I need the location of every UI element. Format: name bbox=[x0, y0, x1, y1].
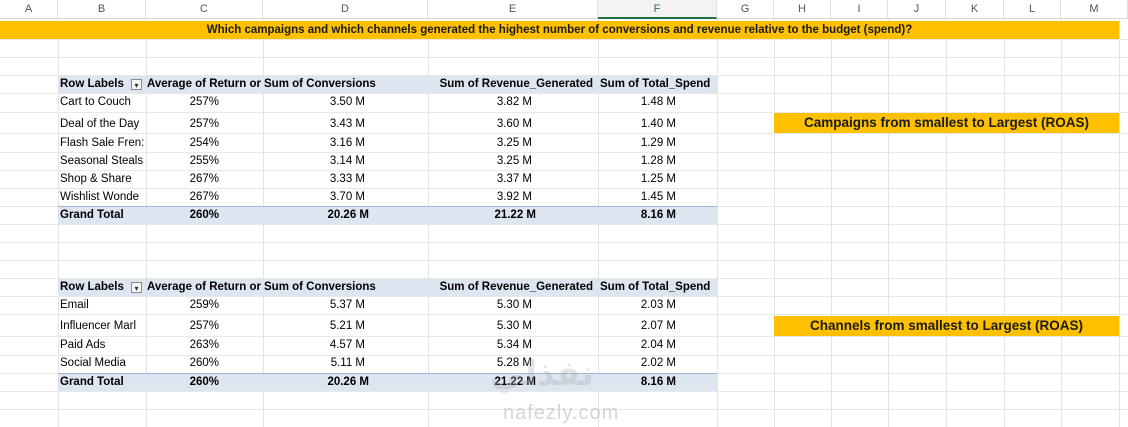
revenue-value[interactable]: 5.34 M bbox=[496, 339, 532, 351]
roas-value[interactable]: 267% bbox=[189, 191, 219, 203]
roas-value[interactable]: 257% bbox=[189, 118, 219, 130]
conversions-value[interactable]: 3.16 M bbox=[329, 137, 365, 149]
column-header-l[interactable]: L bbox=[1004, 0, 1061, 19]
grand-total-revenue[interactable]: 21.22 M bbox=[494, 209, 536, 221]
conversions-value[interactable]: 3.70 M bbox=[329, 191, 365, 203]
grand-total-conversions[interactable]: 20.26 M bbox=[327, 209, 369, 221]
conversions-value[interactable]: 3.14 M bbox=[329, 155, 365, 167]
column-header-c[interactable]: C bbox=[146, 0, 263, 19]
revenue-value[interactable]: 5.28 M bbox=[496, 357, 532, 369]
campaigns-callout[interactable]: Campaigns from smallest to Largest (ROAS… bbox=[774, 113, 1119, 133]
roas-value[interactable]: 257% bbox=[189, 96, 219, 108]
conversions-value[interactable]: 5.37 M bbox=[329, 299, 365, 311]
pivot1-header-spend[interactable]: Sum of Total_Spend bbox=[600, 78, 711, 90]
row-label[interactable]: Influencer Marl bbox=[60, 320, 137, 332]
revenue-value[interactable]: 3.60 M bbox=[496, 118, 532, 130]
channels-callout[interactable]: Channels from smallest to Largest (ROAS) bbox=[774, 316, 1119, 336]
row-label[interactable]: Wishlist Wonde bbox=[60, 191, 140, 203]
grand-total-roas[interactable]: 260% bbox=[189, 376, 219, 388]
column-header-k[interactable]: K bbox=[946, 0, 1004, 19]
spend-value[interactable]: 1.28 M bbox=[640, 155, 676, 167]
conversions-value[interactable]: 5.21 M bbox=[329, 320, 365, 332]
revenue-value[interactable]: 3.25 M bbox=[496, 137, 532, 149]
spend-value[interactable]: 1.25 M bbox=[640, 173, 676, 185]
conversions-value[interactable]: 4.57 M bbox=[329, 339, 365, 351]
watermark-logo: نفذلي bbox=[490, 355, 595, 393]
column-header-f[interactable]: F bbox=[598, 0, 717, 19]
column-header-e[interactable]: E bbox=[428, 0, 598, 19]
pivot2-row-labels-header[interactable]: Row Labels bbox=[60, 281, 124, 293]
roas-value[interactable]: 267% bbox=[189, 173, 219, 185]
spend-value[interactable]: 2.02 M bbox=[640, 357, 676, 369]
row-label[interactable]: Paid Ads bbox=[60, 339, 106, 351]
pivot1-header-conversions[interactable]: Sum of Conversions bbox=[264, 78, 376, 90]
conversions-value[interactable]: 3.43 M bbox=[329, 118, 365, 130]
grand-total-conversions[interactable]: 20.26 M bbox=[327, 376, 369, 388]
row-label[interactable]: Social Media bbox=[60, 357, 126, 369]
filter-icon[interactable]: ▾ bbox=[131, 282, 142, 293]
column-header-g[interactable]: G bbox=[717, 0, 774, 19]
pivot2-header-row bbox=[58, 279, 717, 296]
column-header-a[interactable]: A bbox=[0, 0, 58, 19]
grand-total-spend[interactable]: 8.16 M bbox=[640, 209, 676, 221]
spend-value[interactable]: 1.48 M bbox=[640, 96, 676, 108]
spend-value[interactable]: 2.04 M bbox=[640, 339, 676, 351]
roas-value[interactable]: 259% bbox=[189, 299, 219, 311]
row-label[interactable]: Flash Sale Fren: bbox=[60, 137, 145, 149]
spend-value[interactable]: 1.40 M bbox=[640, 118, 676, 130]
column-header-j[interactable]: J bbox=[888, 0, 946, 19]
roas-value[interactable]: 257% bbox=[189, 320, 219, 332]
column-header-i[interactable]: I bbox=[831, 0, 888, 19]
revenue-value[interactable]: 3.37 M bbox=[496, 173, 532, 185]
pivot1-header-row bbox=[58, 76, 717, 93]
row-label[interactable]: Shop & Share bbox=[60, 173, 132, 185]
pivot2-header-roas[interactable]: Average of Return or bbox=[147, 281, 261, 293]
grand-total-roas[interactable]: 260% bbox=[189, 209, 219, 221]
row-label[interactable]: Seasonal Steals bbox=[60, 155, 144, 167]
conversions-value[interactable]: 5.11 M bbox=[330, 357, 365, 369]
pivot1-row-labels-header[interactable]: Row Labels bbox=[60, 78, 124, 90]
column-header-h[interactable]: H bbox=[774, 0, 831, 19]
revenue-value[interactable]: 3.92 M bbox=[496, 191, 532, 203]
revenue-value[interactable]: 5.30 M bbox=[496, 320, 532, 332]
row-label[interactable]: Cart to Couch bbox=[60, 96, 131, 108]
pivot2-header-spend[interactable]: Sum of Total_Spend bbox=[600, 281, 711, 293]
revenue-value[interactable]: 3.25 M bbox=[496, 155, 532, 167]
spend-value[interactable]: 2.03 M bbox=[640, 299, 676, 311]
grand-total-spend[interactable]: 8.16 M bbox=[640, 376, 676, 388]
question-banner[interactable]: Which campaigns and which channels gener… bbox=[0, 21, 1119, 39]
roas-value[interactable]: 263% bbox=[189, 339, 219, 351]
column-header-d[interactable]: D bbox=[263, 0, 428, 19]
pivot1-grand-total-row bbox=[58, 206, 717, 224]
filter-icon[interactable]: ▾ bbox=[131, 79, 142, 90]
conversions-value[interactable]: 3.33 M bbox=[329, 173, 365, 185]
pivot1-header-revenue[interactable]: Sum of Revenue_Generated bbox=[439, 78, 593, 90]
revenue-value[interactable]: 5.30 M bbox=[496, 299, 532, 311]
pivot2-grand-total-row bbox=[58, 373, 717, 391]
roas-value[interactable]: 260% bbox=[189, 357, 219, 369]
column-header-m[interactable]: M bbox=[1061, 0, 1128, 19]
watermark-url: nafezly.com bbox=[503, 402, 620, 424]
row-label[interactable]: Deal of the Day bbox=[60, 118, 140, 130]
revenue-value[interactable]: 3.82 M bbox=[496, 96, 532, 108]
pivot2-header-revenue[interactable]: Sum of Revenue_Generated bbox=[439, 281, 593, 293]
roas-value[interactable]: 254% bbox=[189, 137, 219, 149]
pivot1-header-roas[interactable]: Average of Return or bbox=[147, 78, 261, 90]
row-label[interactable]: Email bbox=[60, 299, 89, 311]
column-header-b[interactable]: B bbox=[58, 0, 146, 19]
grand-total-label[interactable]: Grand Total bbox=[60, 376, 124, 388]
grand-total-label[interactable]: Grand Total bbox=[60, 209, 124, 221]
grand-total-revenue[interactable]: 21.22 M bbox=[494, 376, 536, 388]
spend-value[interactable]: 2.07 M bbox=[640, 320, 676, 332]
roas-value[interactable]: 255% bbox=[189, 155, 219, 167]
conversions-value[interactable]: 3.50 M bbox=[329, 96, 365, 108]
spend-value[interactable]: 1.45 M bbox=[640, 191, 676, 203]
spend-value[interactable]: 1.29 M bbox=[640, 137, 676, 149]
pivot2-header-conversions[interactable]: Sum of Conversions bbox=[264, 281, 376, 293]
